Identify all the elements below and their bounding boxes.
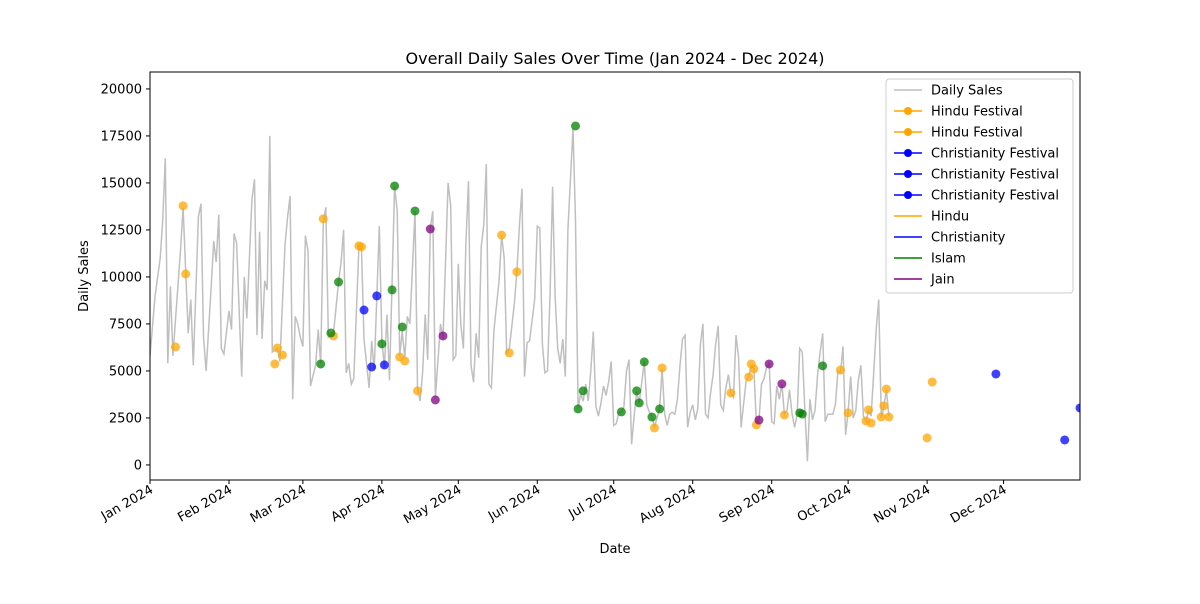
festival-point bbox=[571, 121, 581, 131]
y-axis-label: Daily Sales bbox=[77, 240, 92, 312]
festival-point bbox=[379, 360, 389, 370]
legend-label: Jain bbox=[930, 273, 955, 288]
festival-point bbox=[400, 356, 410, 366]
festival-point bbox=[504, 348, 514, 358]
festival-point bbox=[884, 412, 894, 422]
festival-point bbox=[410, 206, 420, 216]
festival-point bbox=[927, 377, 937, 387]
festival-point bbox=[387, 285, 397, 295]
y-tick-label: 7500 bbox=[109, 317, 142, 332]
chart-title: Overall Daily Sales Over Time (Jan 2024 … bbox=[406, 49, 825, 68]
festival-point bbox=[818, 361, 828, 371]
festival-point bbox=[497, 230, 507, 240]
festival-point bbox=[835, 365, 845, 375]
festival-point bbox=[356, 242, 366, 252]
festival-point bbox=[1075, 403, 1080, 413]
festival-point bbox=[1060, 435, 1070, 445]
legend-label: Islam bbox=[931, 252, 966, 267]
festival-point bbox=[438, 331, 448, 341]
festival-point bbox=[326, 328, 336, 338]
festival-point bbox=[779, 410, 789, 420]
x-axis-label: Date bbox=[599, 542, 630, 557]
festival-point bbox=[181, 269, 191, 279]
y-tick-label: 2500 bbox=[109, 411, 142, 426]
legend-marker bbox=[904, 170, 912, 178]
festival-point bbox=[359, 305, 369, 315]
festival-point bbox=[377, 339, 387, 349]
festival-point bbox=[272, 343, 282, 353]
legend-marker bbox=[904, 149, 912, 157]
legend-marker bbox=[904, 128, 912, 136]
legend-label: Christianity Festival bbox=[931, 189, 1059, 204]
legend-label: Christianity Festival bbox=[931, 147, 1059, 162]
legend-label: Daily Sales bbox=[931, 84, 1003, 99]
festival-point bbox=[876, 412, 886, 422]
legend-marker bbox=[904, 107, 912, 115]
festival-point bbox=[657, 363, 667, 373]
festival-point bbox=[864, 405, 874, 415]
festival-point bbox=[573, 404, 583, 414]
festival-point bbox=[578, 386, 588, 396]
plot-area bbox=[150, 121, 1080, 462]
festival-point bbox=[881, 384, 891, 394]
y-tick-label: 12500 bbox=[101, 223, 142, 238]
festival-point bbox=[397, 322, 407, 332]
legend-label: Hindu Festival bbox=[931, 105, 1023, 120]
festival-point bbox=[764, 359, 774, 369]
festival-point bbox=[843, 408, 853, 418]
legend-label: Hindu bbox=[931, 210, 969, 225]
festival-point bbox=[879, 401, 889, 411]
festival-point bbox=[649, 423, 659, 433]
sales-line bbox=[150, 128, 890, 462]
festival-point bbox=[318, 214, 328, 224]
y-tick-label: 0 bbox=[134, 458, 142, 473]
festival-point bbox=[634, 398, 644, 408]
festival-point bbox=[334, 277, 344, 287]
y-tick-label: 20000 bbox=[101, 82, 142, 97]
festival-point bbox=[922, 433, 932, 443]
legend-box bbox=[885, 78, 1074, 294]
festival-point bbox=[390, 181, 400, 191]
festival-point bbox=[512, 267, 522, 277]
festival-point bbox=[655, 404, 665, 414]
festival-point bbox=[749, 364, 759, 374]
festival-point bbox=[616, 407, 626, 417]
festival-point bbox=[866, 418, 876, 428]
festival-point bbox=[647, 412, 657, 422]
festival-point bbox=[367, 362, 377, 372]
y-tick-label: 10000 bbox=[101, 270, 142, 285]
festival-point bbox=[270, 359, 280, 369]
festival-point bbox=[754, 415, 764, 425]
festival-point bbox=[170, 342, 180, 352]
festival-point bbox=[777, 379, 787, 389]
festival-point bbox=[430, 395, 440, 405]
festival-point bbox=[797, 409, 807, 419]
festival-point bbox=[413, 386, 423, 396]
festival-point bbox=[425, 224, 435, 234]
legend-label: Hindu Festival bbox=[931, 126, 1023, 141]
legend-marker bbox=[904, 191, 912, 199]
festival-point bbox=[372, 291, 382, 301]
plot-frame bbox=[149, 71, 1081, 481]
festival-point bbox=[726, 388, 736, 398]
y-tick-label: 17500 bbox=[101, 129, 142, 144]
legend-label: Christianity bbox=[931, 231, 1006, 246]
festival-point bbox=[277, 350, 287, 360]
festival-point bbox=[639, 357, 649, 367]
festival-point bbox=[632, 386, 642, 396]
festival-point bbox=[991, 369, 1001, 379]
legend-label: Christianity Festival bbox=[931, 168, 1059, 183]
y-tick-label: 15000 bbox=[101, 176, 142, 191]
festival-point bbox=[744, 372, 754, 382]
festival-point bbox=[316, 359, 326, 369]
y-tick-label: 5000 bbox=[109, 364, 142, 379]
festival-point bbox=[178, 201, 188, 211]
